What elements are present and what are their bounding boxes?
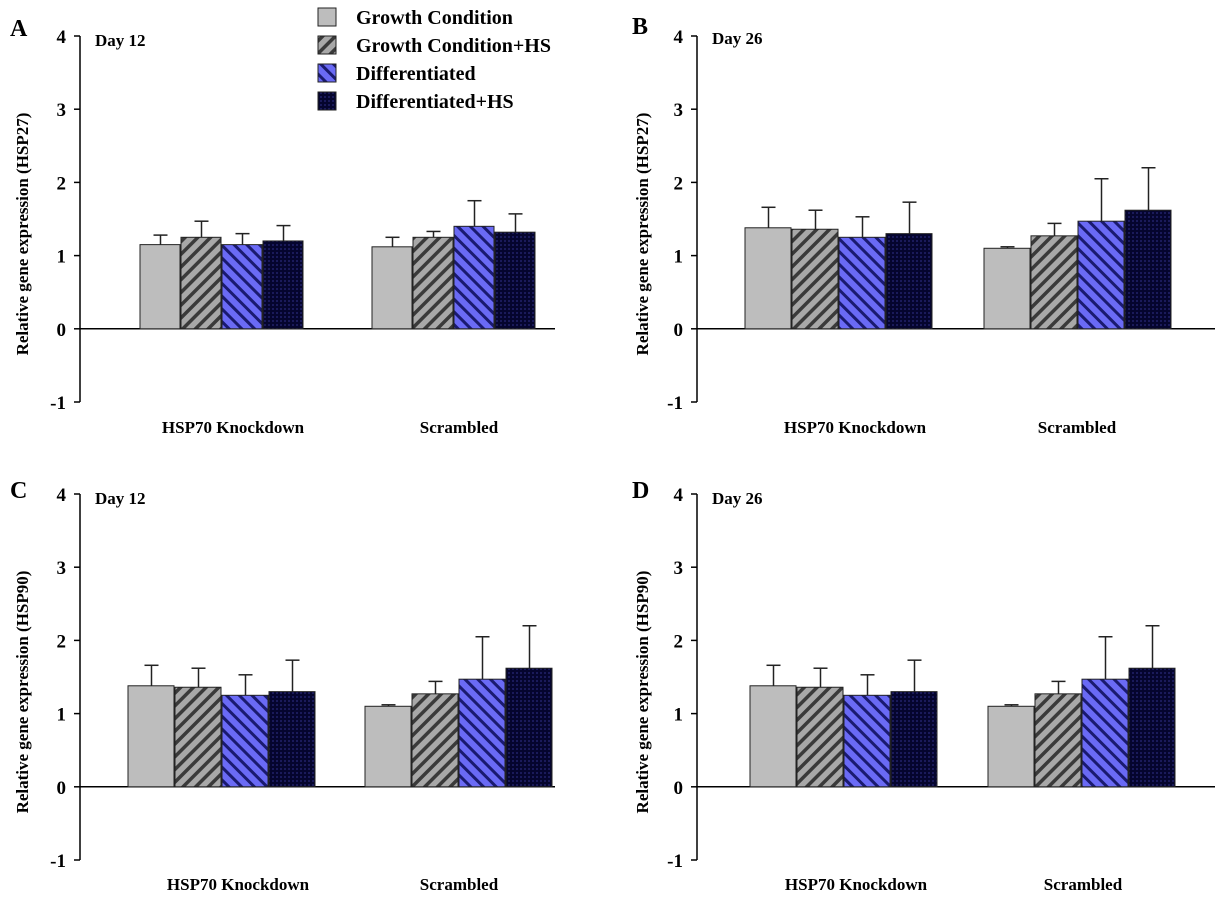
y-tick-label: 3 <box>674 558 684 579</box>
legend-label-differentiated: Differentiated <box>356 63 476 85</box>
y-tick-label: 1 <box>674 247 684 268</box>
y-tick-label: 1 <box>57 705 67 726</box>
bar-growth <box>139 244 181 330</box>
category-label: HSP70 Knockdown <box>785 875 928 894</box>
day-label: Day 26 <box>712 489 763 508</box>
bar-differentiated-hs <box>885 233 933 330</box>
bar-growth <box>749 685 797 788</box>
bar-growth <box>364 705 412 788</box>
y-tick-label: 4 <box>57 27 67 48</box>
bar-growth-hs <box>412 236 454 330</box>
day-label: Day 12 <box>95 489 146 508</box>
bar-differentiated <box>221 244 263 330</box>
y-tick-label: 3 <box>57 558 67 579</box>
legend-swatch-growth-hs <box>317 35 337 55</box>
bar-growth-hs <box>180 236 222 330</box>
y-tick-label: 1 <box>57 247 67 268</box>
bar-growth <box>744 227 792 330</box>
y-tick-label: 3 <box>674 100 684 121</box>
y-axis-label: Relative gene expression (HSP90) <box>633 571 652 814</box>
bar-differentiated-hs <box>505 667 553 788</box>
bar-differentiated <box>838 236 886 330</box>
category-label: Scrambled <box>1038 418 1117 437</box>
bar-growth-hs <box>796 686 844 788</box>
bar-differentiated-hs <box>268 691 316 788</box>
panel-letter: B <box>632 14 648 40</box>
bar-differentiated-hs <box>1128 667 1176 788</box>
panel-d: D Day 26 -1 0 1 2 3 4 Relative gene expression (… <box>632 478 1215 894</box>
y-tick-label: 0 <box>57 320 67 341</box>
bar-differentiated-hs <box>494 231 536 330</box>
bar-differentiated-hs <box>890 691 938 788</box>
bar-differentiated <box>453 225 495 330</box>
panel-c: C Day 12 -1 0 1 2 3 4 Relative gene expression (… <box>10 478 555 894</box>
day-label: Day 12 <box>95 31 146 50</box>
category-label: HSP70 Knockdown <box>162 418 305 437</box>
bar-differentiated <box>1081 678 1129 788</box>
y-tick-label: 4 <box>57 485 67 506</box>
y-tick-label: -1 <box>50 393 66 414</box>
y-tick-label: 1 <box>674 705 684 726</box>
y-tick-label: 2 <box>57 631 67 652</box>
legend: Growth Condition Growth Condition+HS Diffe… <box>317 7 551 113</box>
category-label: HSP70 Knockdown <box>167 875 310 894</box>
bar-growth-hs <box>411 693 459 788</box>
y-tick-label: -1 <box>50 851 66 872</box>
category-label: Scrambled <box>420 875 499 894</box>
y-tick-label: 0 <box>674 320 684 341</box>
panel-b: B Day 26 -1 0 1 2 3 4 Relative gene expression (… <box>632 14 1215 437</box>
bar-growth-hs <box>1034 693 1082 788</box>
y-tick-label: 2 <box>57 173 67 194</box>
legend-swatch-growth <box>317 7 337 27</box>
y-tick-label: -1 <box>667 851 683 872</box>
legend-swatch-differentiated <box>317 63 337 83</box>
legend-label-growth-hs: Growth Condition+HS <box>356 35 551 57</box>
panel-letter: A <box>10 16 28 42</box>
bar-growth-hs <box>1030 235 1078 330</box>
bar-differentiated <box>221 694 269 788</box>
legend-label-growth: Growth Condition <box>356 7 513 29</box>
y-axis-label: Relative gene expression (HSP90) <box>13 571 32 814</box>
panel-letter: C <box>10 478 27 504</box>
y-tick-label: 0 <box>57 778 67 799</box>
bar-growth-hs <box>791 228 839 330</box>
legend-swatch-differentiated-hs <box>317 91 337 111</box>
y-axis-label: Relative gene expression (HSP27) <box>13 113 32 356</box>
bar-growth <box>987 705 1035 788</box>
bar-growth-hs <box>174 686 222 788</box>
bar-growth <box>983 247 1031 330</box>
category-label: Scrambled <box>420 418 499 437</box>
panel-a: A Day 12 -1 0 1 2 3 4 Relative gene expression (… <box>10 16 555 437</box>
bar-growth <box>127 685 175 788</box>
y-axis-label: Relative gene expression (HSP27) <box>633 113 652 356</box>
y-tick-label: 4 <box>674 27 684 48</box>
panel-letter: D <box>632 478 649 504</box>
y-tick-label: 0 <box>674 778 684 799</box>
legend-label-differentiated-hs: Differentiated+HS <box>356 91 514 113</box>
bar-differentiated-hs <box>262 240 304 330</box>
y-tick-label: -1 <box>667 393 683 414</box>
bar-differentiated <box>843 694 891 788</box>
bar-differentiated <box>1077 220 1125 330</box>
bar-differentiated <box>458 678 506 788</box>
day-label: Day 26 <box>712 29 763 48</box>
category-label: Scrambled <box>1044 875 1123 894</box>
y-tick-label: 4 <box>674 485 684 506</box>
y-tick-label: 3 <box>57 100 67 121</box>
bar-growth <box>371 246 413 330</box>
y-tick-label: 2 <box>674 631 684 652</box>
category-label: HSP70 Knockdown <box>784 418 927 437</box>
y-tick-label: 2 <box>674 173 684 194</box>
bar-differentiated-hs <box>1124 209 1172 330</box>
